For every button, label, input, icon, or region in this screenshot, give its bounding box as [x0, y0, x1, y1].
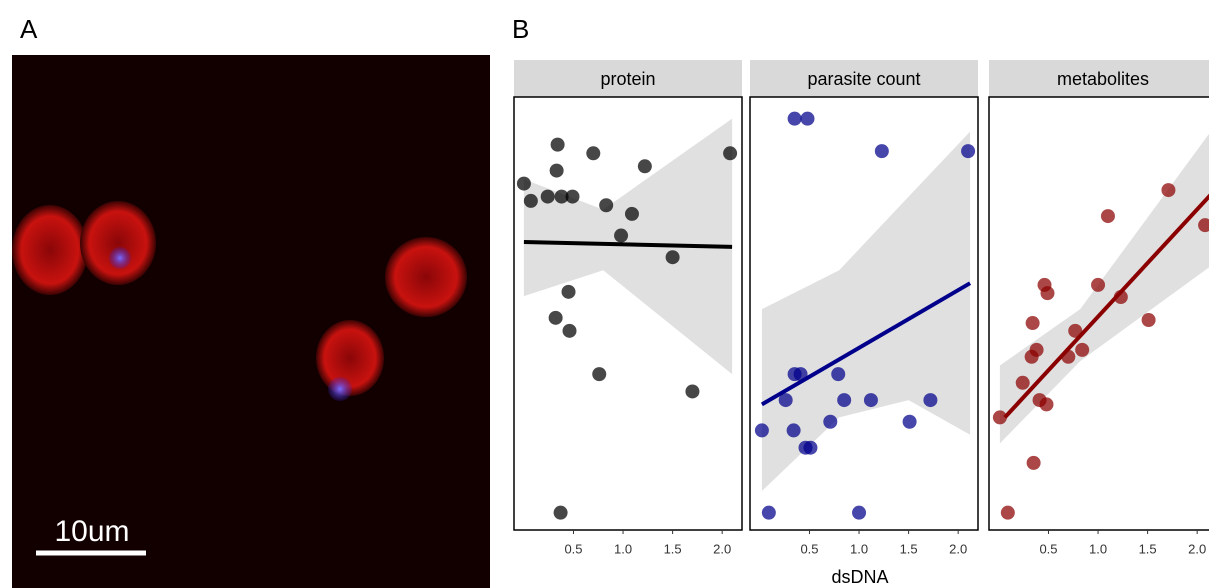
point	[923, 393, 938, 408]
point	[723, 146, 738, 161]
confidence-band	[761, 131, 971, 492]
point	[1000, 505, 1015, 520]
micrograph: 10um	[12, 55, 490, 588]
fit-line	[523, 240, 733, 249]
fit-line	[1003, 193, 1209, 419]
point	[961, 144, 976, 159]
point	[516, 176, 531, 191]
point	[823, 414, 838, 429]
x-tick-label: 1.5	[900, 541, 918, 556]
point	[992, 410, 1007, 425]
point	[553, 505, 568, 520]
point	[614, 228, 629, 243]
point	[1075, 342, 1090, 357]
x-tick-label: 2.0	[713, 541, 731, 556]
facet-title: parasite count	[807, 69, 920, 89]
nucleus	[328, 377, 352, 401]
point	[778, 393, 793, 408]
plot-area	[516, 118, 738, 520]
plot-area	[992, 133, 1209, 520]
point	[803, 440, 818, 455]
scale-bar-label: 10um	[54, 515, 129, 548]
point	[523, 193, 538, 208]
point	[874, 144, 889, 159]
point	[665, 250, 680, 265]
x-tick-label: 0.5	[564, 541, 582, 556]
point	[1198, 218, 1209, 233]
x-tick-label: 0.5	[800, 541, 818, 556]
x-tick-label: 1.5	[1139, 541, 1157, 556]
point	[754, 423, 769, 438]
facet-strip	[989, 60, 1209, 97]
point	[565, 189, 580, 204]
x-tick-label: 2.0	[1188, 541, 1206, 556]
plot-border	[749, 96, 979, 531]
point	[787, 111, 802, 126]
x-axis-label: dsDNA	[831, 567, 888, 587]
point	[831, 367, 846, 382]
plot-border	[988, 96, 1209, 531]
point	[599, 198, 614, 213]
x-tick-label: 1.0	[1089, 541, 1107, 556]
point	[1068, 323, 1083, 338]
point	[837, 393, 852, 408]
facet-title: protein	[600, 69, 655, 89]
point	[1024, 349, 1039, 364]
point	[1100, 209, 1115, 224]
x-tick-label: 1.5	[664, 541, 682, 556]
cell	[80, 201, 156, 285]
cell	[385, 237, 467, 317]
point	[550, 137, 565, 152]
point	[1161, 183, 1176, 198]
point	[1026, 455, 1041, 470]
point	[761, 505, 776, 520]
x-tick-label: 2.0	[949, 541, 967, 556]
point	[554, 189, 569, 204]
point	[540, 189, 555, 204]
point	[586, 146, 601, 161]
point	[1040, 286, 1055, 301]
nucleus	[109, 247, 131, 269]
plot-area	[754, 111, 976, 520]
point	[786, 423, 801, 438]
point	[1025, 316, 1040, 331]
cell	[316, 320, 384, 396]
point	[685, 384, 700, 399]
x-tick-label: 1.0	[850, 541, 868, 556]
facet-strip	[514, 60, 742, 97]
fit-line	[760, 281, 972, 407]
point	[592, 367, 607, 382]
panel-label: B	[512, 14, 529, 44]
point	[1141, 312, 1156, 327]
point	[1015, 375, 1030, 390]
point	[863, 393, 878, 408]
image-background	[12, 55, 490, 588]
point	[562, 323, 577, 338]
x-tick-label: 1.0	[614, 541, 632, 556]
facet-strip	[750, 60, 978, 97]
point	[548, 310, 563, 325]
point	[637, 159, 652, 174]
point	[1039, 397, 1054, 412]
point	[800, 111, 815, 126]
point	[852, 505, 867, 520]
point	[561, 284, 576, 299]
plot-border	[513, 96, 743, 531]
facet-title: metabolites	[1057, 69, 1149, 89]
x-tick-label: 0.5	[1039, 541, 1057, 556]
point	[1091, 277, 1106, 292]
panel-label: A	[20, 14, 38, 44]
cell	[12, 205, 88, 295]
point	[902, 414, 917, 429]
point	[549, 163, 564, 178]
point	[624, 206, 639, 221]
